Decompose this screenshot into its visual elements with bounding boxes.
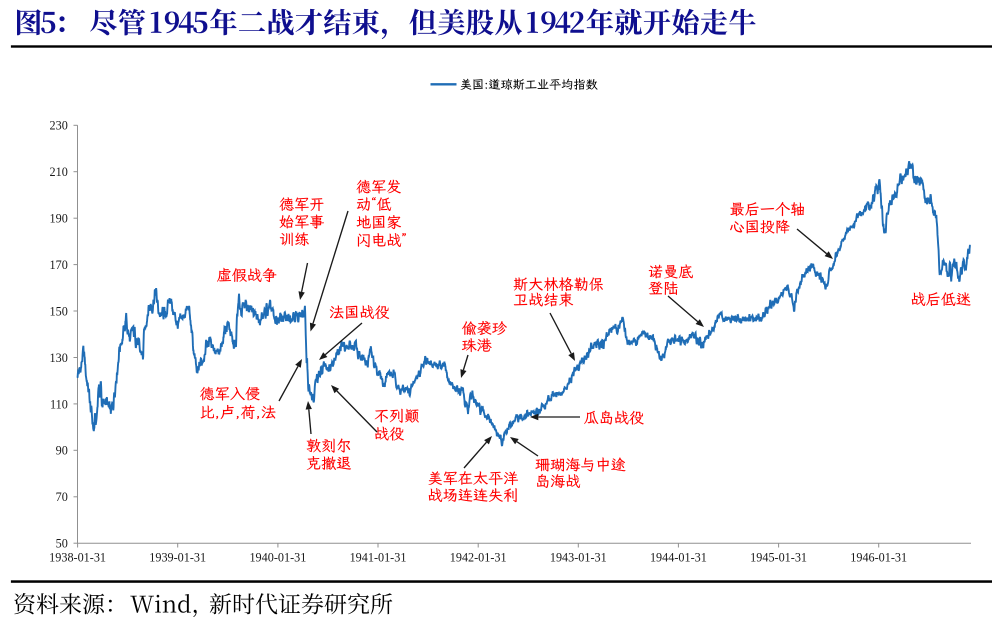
svg-text:190: 190 (50, 212, 68, 226)
svg-text:50: 50 (56, 537, 68, 551)
svg-text:170: 170 (50, 258, 68, 272)
svg-text:1946-01-31: 1946-01-31 (850, 551, 907, 565)
svg-text:210: 210 (50, 165, 68, 179)
svg-text:1940-01-31: 1940-01-31 (249, 551, 306, 565)
svg-text:1939-01-31: 1939-01-31 (149, 551, 206, 565)
svg-text:70: 70 (56, 490, 68, 504)
svg-text:110: 110 (50, 397, 68, 411)
svg-text:1942-01-31: 1942-01-31 (450, 551, 507, 565)
svg-text:1944-01-31: 1944-01-31 (650, 551, 707, 565)
svg-text:230: 230 (50, 119, 68, 133)
svg-text:130: 130 (50, 351, 68, 365)
svg-text:150: 150 (50, 304, 68, 318)
svg-text:90: 90 (56, 444, 68, 458)
svg-text:1945-01-31: 1945-01-31 (750, 551, 807, 565)
svg-text:1941-01-31: 1941-01-31 (350, 551, 407, 565)
svg-text:1943-01-31: 1943-01-31 (550, 551, 607, 565)
svg-text:1938-01-31: 1938-01-31 (49, 551, 106, 565)
